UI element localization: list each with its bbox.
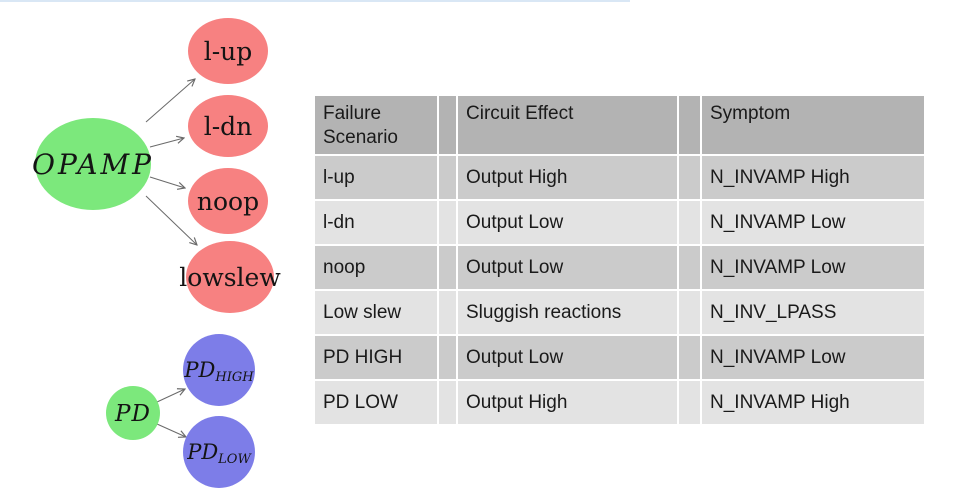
- node-pd-label: PD: [114, 401, 151, 427]
- node-pd-high: [183, 334, 255, 406]
- table-spacer-cell: [439, 156, 456, 199]
- node-opamp: [35, 118, 151, 210]
- node-opamp-label: OPAMP: [32, 148, 154, 181]
- arrow-pd-pdlow: [156, 423, 186, 437]
- table-cell-scenario: Low slew: [315, 291, 437, 334]
- table-spacer-cell: [679, 381, 700, 424]
- table-cell-symptom: N_INV_LPASS: [702, 291, 924, 334]
- table-cell-effect: Output Low: [458, 201, 677, 244]
- table-cell-effect: Output High: [458, 381, 677, 424]
- table-spacer-cell: [439, 291, 456, 334]
- arrow-opamp-ldn: [149, 138, 184, 148]
- node-lowslew-label: lowslew: [179, 263, 281, 292]
- node-l-dn-label: l-dn: [204, 112, 253, 141]
- table-cell-symptom: N_INVAMP High: [702, 156, 924, 199]
- table-header-spacer-2: [679, 96, 700, 154]
- table-header-circuit-effect: Circuit Effect: [458, 96, 677, 154]
- table-spacer-cell: [439, 201, 456, 244]
- table-spacer-cell: [679, 336, 700, 379]
- table-cell-scenario: PD LOW: [315, 381, 437, 424]
- table-cell-scenario: l-up: [315, 156, 437, 199]
- node-pd-high-label-sub: HIGH: [214, 370, 254, 385]
- node-pd-low-label-main: PD: [186, 440, 218, 464]
- table-header-spacer-1: [439, 96, 456, 154]
- table-spacer-cell: [679, 246, 700, 289]
- table-cell-symptom: N_INVAMP Low: [702, 246, 924, 289]
- table-header-symptom: Symptom: [702, 96, 924, 154]
- table-cell-symptom: N_INVAMP Low: [702, 201, 924, 244]
- arrow-opamp-lowslew: [145, 195, 197, 245]
- node-l-dn: [188, 95, 268, 157]
- node-l-up: [188, 18, 268, 84]
- node-pd-low: [183, 416, 255, 488]
- node-pd-high-label-main: PD: [183, 358, 215, 382]
- arrow-opamp-lup: [145, 79, 195, 123]
- node-lowslew: [186, 241, 274, 313]
- node-l-up-label: l-up: [204, 37, 253, 66]
- node-noop: [188, 168, 268, 234]
- node-pd-low-label: PDLOW: [186, 440, 252, 467]
- table-cell-effect: Output High: [458, 156, 677, 199]
- failure-scenario-table: Failure Scenario Circuit Effect Symptom …: [315, 96, 924, 424]
- fault-tree-diagram: OPAMP l-up l-dn noop lowslew PD PDHIGH P…: [32, 18, 281, 488]
- table-cell-symptom: N_INVAMP Low: [702, 336, 924, 379]
- table-cell-effect: Sluggish reactions: [458, 291, 677, 334]
- table-spacer-cell: [679, 201, 700, 244]
- table-spacer-cell: [679, 291, 700, 334]
- arrow-pd-pdhigh: [156, 389, 185, 403]
- table-spacer-cell: [679, 156, 700, 199]
- table-spacer-cell: [439, 381, 456, 424]
- node-noop-label: noop: [197, 187, 259, 216]
- table-cell-symptom: N_INVAMP High: [702, 381, 924, 424]
- table-cell-scenario: l-dn: [315, 201, 437, 244]
- node-pd: [106, 386, 160, 440]
- table-spacer-cell: [439, 336, 456, 379]
- table-cell-effect: Output Low: [458, 246, 677, 289]
- node-pd-low-label-sub: LOW: [217, 452, 252, 467]
- table-spacer-cell: [439, 246, 456, 289]
- arrow-opamp-noop: [149, 176, 185, 188]
- table-cell-effect: Output Low: [458, 336, 677, 379]
- table-header-failure-scenario: Failure Scenario: [315, 96, 437, 154]
- table-cell-scenario: noop: [315, 246, 437, 289]
- table-cell-scenario: PD HIGH: [315, 336, 437, 379]
- slide-top-border: [0, 0, 630, 2]
- node-pd-high-label: PDHIGH: [183, 358, 254, 385]
